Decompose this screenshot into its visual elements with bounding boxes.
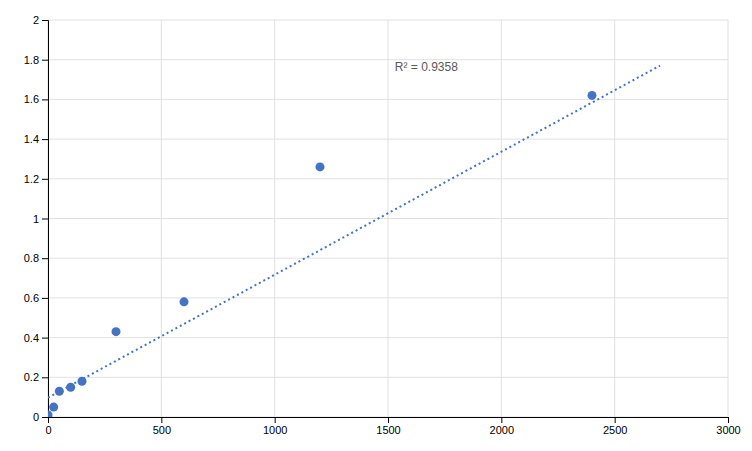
tick: 2500: [603, 417, 627, 436]
axis-line: [42, 21, 49, 418]
point: [112, 327, 121, 336]
tick-mark: [161, 417, 162, 423]
trend-line: [48, 66, 660, 398]
tick-label: 0: [33, 411, 39, 423]
tick-label: 0: [45, 424, 51, 436]
tick-label: 2500: [603, 424, 627, 436]
point: [49, 403, 58, 412]
tick-label: 1.8: [24, 54, 39, 66]
tick-label: 500: [153, 424, 171, 436]
tick-label: 1500: [376, 424, 400, 436]
grid-line: [48, 377, 728, 378]
tick-label: 1.6: [24, 93, 39, 105]
tick: 1: [33, 213, 48, 225]
grid-line: [48, 99, 728, 100]
grid-line: [48, 59, 728, 60]
y-axis: 0 0.2 0.4 0.6 0.8 1 1.2 1.4 1.6 1.8 2: [24, 14, 49, 423]
chart: 0 500 1000 1500 2000 2500 3000 0 0.2 0.4 0.6 0.8 1 1.…: [0, 0, 752, 451]
tick-mark: [728, 417, 729, 423]
tick: 1.2: [24, 173, 48, 185]
tick-label: 1.4: [24, 133, 39, 145]
tick: 1000: [263, 417, 287, 436]
tick: 1.6: [24, 93, 48, 105]
grid-line: [48, 139, 728, 140]
tick: 0: [33, 411, 48, 423]
point: [55, 387, 64, 396]
grid-line: [48, 20, 728, 21]
axis-line: [49, 418, 729, 424]
tick-mark: [615, 417, 616, 423]
tick: 500: [153, 417, 171, 436]
tick-mark: [42, 377, 48, 378]
marks: [48, 66, 660, 417]
tick-label: 0.6: [24, 292, 39, 304]
plot: 0 500 1000 1500 2000 2500 3000 0 0.2 0.4 0.6 0.8 1 1.…: [24, 14, 741, 436]
x-axis: 0 500 1000 1500 2000 2500 3000: [45, 417, 740, 436]
tick-label: 3000: [716, 424, 740, 436]
tick: 0.8: [24, 252, 48, 264]
tick: 0.2: [24, 371, 48, 383]
tick: 3000: [716, 417, 740, 436]
tick-mark: [42, 99, 48, 100]
tick: 1.8: [24, 54, 48, 66]
tick-label: 1: [33, 213, 39, 225]
tick-mark: [42, 20, 48, 21]
grid-line: [48, 218, 728, 219]
tick-label: 0.2: [24, 371, 39, 383]
tick-mark: [42, 298, 48, 299]
point: [66, 383, 75, 392]
point: [316, 162, 325, 171]
annotation: R² = 0.9358: [395, 60, 458, 74]
tick: 0.4: [24, 332, 48, 344]
point: [48, 411, 53, 417]
tick-label: 1000: [263, 424, 287, 436]
tick: 2000: [490, 417, 514, 436]
grid-line: [48, 337, 728, 338]
tick-mark: [42, 139, 48, 140]
point: [588, 91, 597, 100]
tick-label: 2000: [490, 424, 514, 436]
tick-label: 0.8: [24, 252, 39, 264]
grid-line: [48, 258, 728, 259]
tick-label: 0.4: [24, 332, 39, 344]
tick-label: 2: [33, 14, 39, 26]
tick-mark: [501, 417, 502, 423]
point: [180, 297, 189, 306]
grid-line: [48, 178, 728, 179]
tick: 2: [33, 14, 48, 26]
tick-mark: [42, 179, 48, 180]
tick: 0: [45, 417, 51, 436]
tick-label: 1.2: [24, 173, 39, 185]
tick-mark: [275, 417, 276, 423]
point: [78, 377, 87, 386]
tick: 1500: [376, 417, 400, 436]
tick: 0.6: [24, 292, 48, 304]
tick-mark: [42, 417, 48, 418]
tick: 1.4: [24, 133, 48, 145]
tick-mark: [42, 60, 48, 61]
tick-mark: [42, 219, 48, 220]
grid: [48, 20, 728, 417]
tick-mark: [42, 338, 48, 339]
tick-mark: [388, 417, 389, 423]
tick-mark: [42, 258, 48, 259]
grid-line: [48, 297, 728, 298]
